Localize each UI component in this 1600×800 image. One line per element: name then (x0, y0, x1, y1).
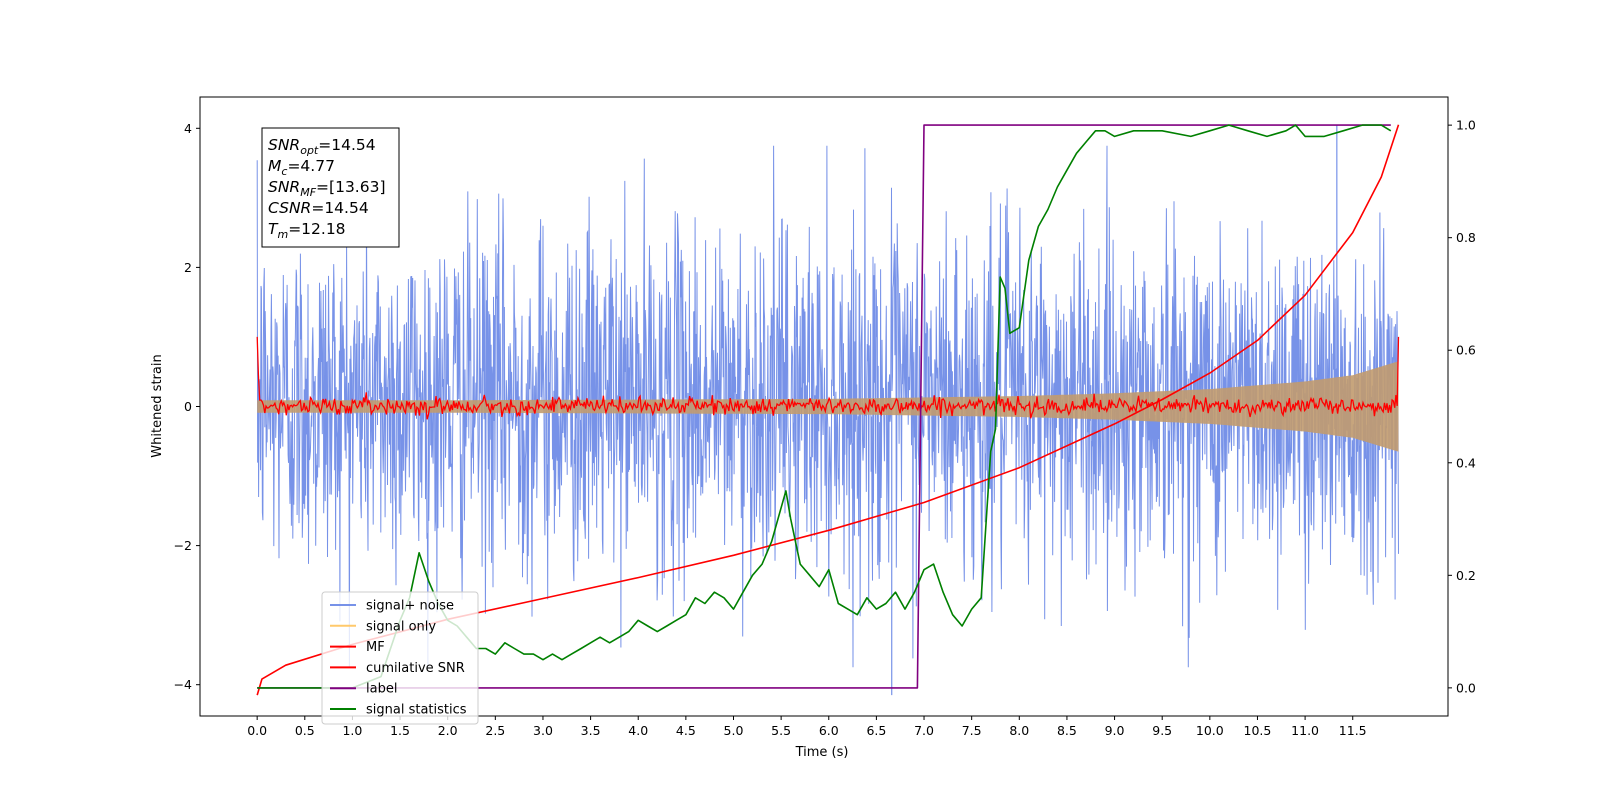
legend: signal+ noise signal only MF cumilative SNR… (321, 591, 479, 725)
legend-label: signal+ noise (366, 599, 454, 614)
legend-label: cumilative SNR (366, 661, 465, 676)
series-mf (256, 336, 1400, 420)
x-tick-label: 0.5 (295, 723, 315, 738)
x-tick-label: 3.0 (533, 723, 553, 738)
legend-label: MF (366, 640, 385, 655)
y-left-tick-label: −4 (174, 677, 192, 692)
y-right-tick-label: 0.0 (1456, 680, 1476, 695)
y-left-tick-label: 0 (184, 399, 192, 414)
x-tick-label: 11.0 (1291, 723, 1319, 738)
x-tick-label: 2.5 (485, 723, 505, 738)
x-tick-label: 2.0 (438, 723, 458, 738)
y-right-tick-label: 1.0 (1456, 118, 1476, 133)
y-axis-right: 0.0 0.2 0.4 0.6 0.8 1.0 (1448, 118, 1476, 695)
info-tm: Tm=12.18 (268, 220, 346, 241)
series-signal-noise (256, 145, 1399, 668)
series-signal-only (257, 361, 1399, 452)
y-right-tick-label: 0.4 (1456, 455, 1476, 470)
y-left-tick-label: 2 (184, 260, 192, 275)
info-csnr: CSNR=14.54 (268, 199, 369, 217)
legend-label: signal only (366, 619, 436, 634)
y-right-tick-label: 0.2 (1456, 568, 1476, 583)
x-axis: 0.0 0.5 1.0 1.5 2.0 2.5 3.0 3.5 4.0 4.5 5.0 5.5 6.0 6… (247, 716, 1367, 738)
x-tick-label: 5.0 (724, 723, 744, 738)
y-axis-left: 4 2 0 −2 −4 (174, 121, 200, 692)
x-tick-label: 8.5 (1057, 723, 1077, 738)
y-left-tick-label: −2 (174, 538, 192, 553)
info-snr-opt: SNRopt=14.54 (268, 136, 376, 157)
x-tick-label: 8.0 (1009, 723, 1029, 738)
x-tick-label: 4.0 (628, 723, 648, 738)
x-axis-label: Time (s) (795, 745, 849, 760)
y-right-tick-label: 0.8 (1456, 230, 1476, 245)
x-tick-label: 0.0 (247, 723, 267, 738)
x-tick-label: 10.0 (1196, 723, 1224, 738)
x-tick-label: 7.0 (914, 723, 934, 738)
y-left-tick-label: 4 (184, 121, 192, 136)
x-tick-label: 1.0 (342, 723, 362, 738)
x-tick-label: 6.5 (866, 723, 886, 738)
x-tick-label: 4.5 (676, 723, 696, 738)
x-tick-label: 5.5 (771, 723, 791, 738)
x-tick-label: 9.5 (1152, 723, 1172, 738)
x-tick-label: 7.5 (962, 723, 982, 738)
series-signal-statistics (257, 124, 1392, 689)
info-snr-mf: SNRMF=[13.63] (268, 178, 386, 199)
x-tick-label: 9.0 (1105, 723, 1125, 738)
x-tick-label: 1.5 (390, 723, 410, 738)
legend-label: label (366, 682, 397, 697)
x-tick-label: 11.5 (1339, 723, 1367, 738)
legend-label: signal statistics (366, 703, 467, 718)
x-tick-label: 3.5 (581, 723, 601, 738)
info-box: SNRopt=14.54 Mc=4.77 SNRMF=[13.63] CSNR=… (261, 127, 400, 248)
x-tick-label: 6.0 (819, 723, 839, 738)
info-mc: Mc=4.77 (268, 157, 335, 178)
x-tick-label: 10.5 (1244, 723, 1272, 738)
series-label (257, 124, 1391, 689)
y-right-tick-label: 0.6 (1456, 343, 1476, 358)
y-axis-label: Whitened strain (150, 354, 165, 457)
